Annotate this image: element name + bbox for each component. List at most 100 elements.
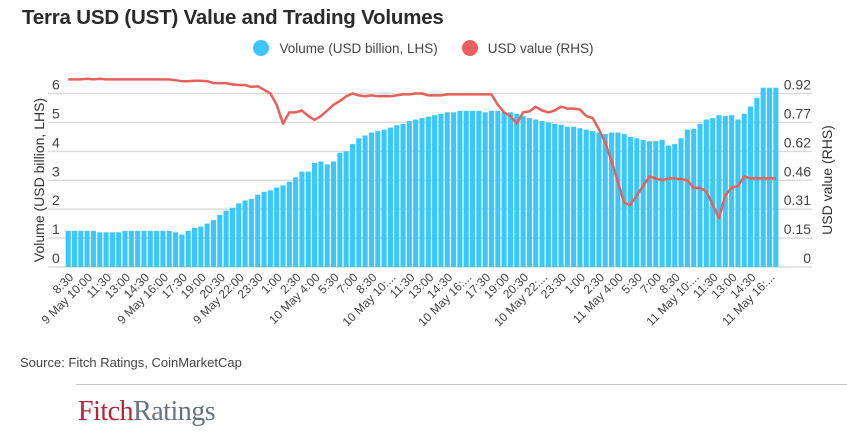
- volume-bar[interactable]: [507, 112, 514, 267]
- volume-bar[interactable]: [97, 232, 103, 267]
- volume-bar[interactable]: [141, 230, 147, 267]
- volume-bar[interactable]: [267, 190, 273, 267]
- volume-bar[interactable]: [583, 129, 589, 267]
- volume-bar[interactable]: [210, 220, 217, 267]
- volume-bar[interactable]: [343, 151, 349, 267]
- volume-bar[interactable]: [716, 115, 722, 267]
- volume-bar[interactable]: [312, 162, 318, 267]
- volume-bar[interactable]: [438, 113, 444, 267]
- volume-bar[interactable]: [653, 141, 659, 267]
- volume-bar[interactable]: [255, 194, 261, 267]
- volume-bar[interactable]: [147, 230, 153, 267]
- volume-bar[interactable]: [444, 112, 450, 267]
- volume-bar[interactable]: [729, 115, 735, 267]
- volume-bar[interactable]: [324, 164, 330, 267]
- volume-bar[interactable]: [419, 118, 425, 268]
- volume-bar[interactable]: [754, 97, 760, 268]
- volume-bar[interactable]: [710, 118, 716, 268]
- volume-bar[interactable]: [571, 126, 577, 267]
- volume-bar[interactable]: [65, 230, 71, 267]
- volume-bar[interactable]: [356, 138, 362, 267]
- volume-bar[interactable]: [286, 181, 292, 267]
- volume-bar[interactable]: [274, 187, 280, 267]
- volume-bar[interactable]: [223, 210, 229, 267]
- volume-bar[interactable]: [71, 230, 78, 267]
- volume-bar[interactable]: [406, 120, 412, 268]
- volume-bar[interactable]: [400, 123, 406, 267]
- volume-bar[interactable]: [217, 214, 223, 267]
- volume-bar[interactable]: [615, 132, 621, 267]
- volume-bar[interactable]: [229, 207, 236, 267]
- volume-bar[interactable]: [191, 227, 198, 267]
- volume-bar[interactable]: [488, 110, 495, 267]
- volume-bar[interactable]: [748, 106, 754, 267]
- volume-bar[interactable]: [318, 161, 324, 267]
- volume-bar[interactable]: [166, 230, 172, 267]
- volume-bar[interactable]: [109, 232, 115, 267]
- volume-bar[interactable]: [533, 119, 539, 268]
- volume-bar[interactable]: [381, 129, 387, 267]
- volume-bar[interactable]: [564, 126, 570, 267]
- volume-bar[interactable]: [179, 234, 185, 267]
- volume-bar[interactable]: [697, 123, 703, 267]
- volume-bar[interactable]: [482, 112, 488, 267]
- volume-bar[interactable]: [545, 122, 551, 268]
- volume-bar[interactable]: [577, 128, 583, 267]
- volume-bar[interactable]: [640, 139, 646, 267]
- legend-item-volume[interactable]: Volume (USD billion, LHS): [253, 40, 438, 56]
- volume-bar[interactable]: [665, 145, 671, 267]
- volume-bar[interactable]: [514, 113, 520, 267]
- volume-bar[interactable]: [432, 115, 438, 267]
- volume-bar[interactable]: [741, 113, 747, 267]
- volume-bar[interactable]: [337, 152, 343, 267]
- volume-bar[interactable]: [520, 116, 526, 268]
- volume-bar[interactable]: [375, 131, 381, 267]
- volume-bar[interactable]: [394, 125, 400, 267]
- volume-bar[interactable]: [242, 200, 248, 267]
- volume-bar[interactable]: [280, 185, 286, 267]
- volume-bar[interactable]: [261, 191, 267, 267]
- volume-bar[interactable]: [368, 132, 375, 267]
- volume-bar[interactable]: [501, 112, 507, 267]
- legend-item-usd-value[interactable]: USD value (RHS): [461, 40, 594, 56]
- volume-bar[interactable]: [293, 177, 299, 267]
- volume-bar[interactable]: [103, 232, 109, 267]
- volume-bar[interactable]: [330, 161, 337, 267]
- volume-bar[interactable]: [608, 132, 615, 267]
- volume-bar[interactable]: [425, 116, 431, 267]
- volume-bar[interactable]: [299, 171, 305, 267]
- volume-bar[interactable]: [135, 230, 141, 267]
- volume-bar[interactable]: [526, 118, 532, 268]
- volume-bar[interactable]: [684, 129, 690, 267]
- volume-bar[interactable]: [672, 144, 678, 267]
- volume-bar[interactable]: [451, 112, 457, 267]
- volume-bar[interactable]: [659, 139, 665, 267]
- volume-bar[interactable]: [590, 131, 596, 267]
- volume-bar[interactable]: [90, 230, 96, 267]
- volume-bar[interactable]: [122, 230, 128, 267]
- volume-bar[interactable]: [154, 230, 160, 267]
- volume-bar[interactable]: [495, 110, 501, 267]
- volume-bar[interactable]: [185, 230, 191, 267]
- volume-bar[interactable]: [634, 138, 640, 267]
- volume-bar[interactable]: [722, 116, 728, 268]
- volume-bar[interactable]: [627, 136, 634, 267]
- volume-bar[interactable]: [596, 132, 602, 267]
- volume-bar[interactable]: [78, 230, 84, 267]
- volume-bar[interactable]: [198, 226, 204, 267]
- volume-bar[interactable]: [128, 230, 134, 267]
- volume-bar[interactable]: [476, 110, 482, 267]
- volume-bar[interactable]: [735, 119, 741, 268]
- volume-bar[interactable]: [558, 124, 564, 267]
- volume-bar[interactable]: [173, 232, 179, 267]
- volume-bar[interactable]: [773, 87, 779, 267]
- volume-bar[interactable]: [691, 128, 697, 267]
- volume-bar[interactable]: [413, 119, 419, 268]
- volume-bar[interactable]: [457, 110, 463, 267]
- volume-bar[interactable]: [305, 171, 311, 267]
- volume-bar[interactable]: [602, 133, 608, 267]
- volume-bar[interactable]: [552, 123, 558, 267]
- volume-bar[interactable]: [84, 230, 90, 267]
- volume-bar[interactable]: [248, 199, 254, 267]
- usd-value-series-line[interactable]: [68, 77, 776, 220]
